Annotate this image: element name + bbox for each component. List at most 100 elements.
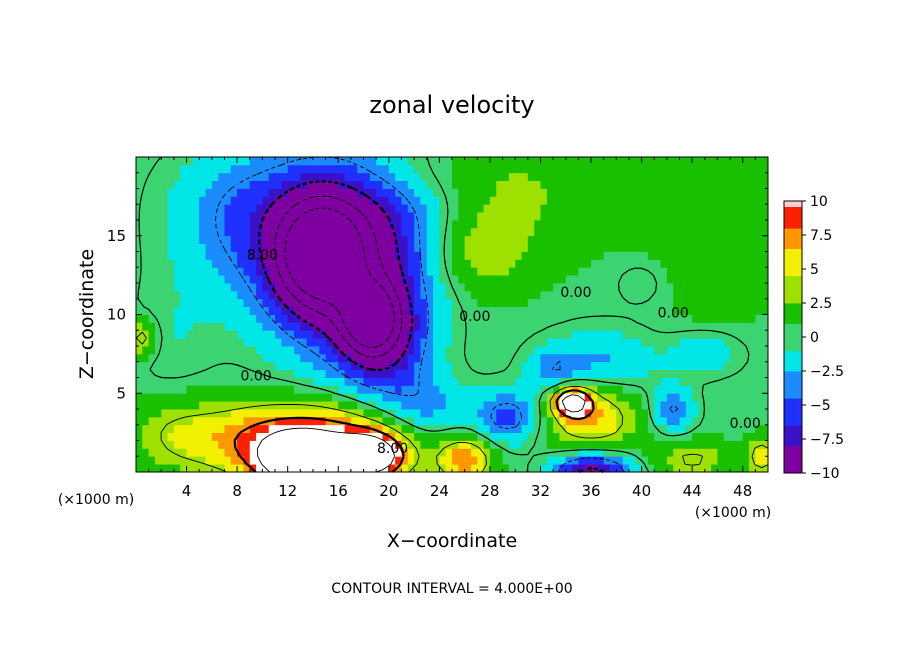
heat-cell <box>717 275 725 284</box>
heat-cell <box>154 377 162 386</box>
heat-cell <box>173 298 181 308</box>
heat-cell <box>344 204 352 213</box>
heat-cell <box>515 275 522 284</box>
heat-cell <box>711 212 718 221</box>
heat-cell <box>755 220 763 229</box>
heat-cell <box>205 330 213 339</box>
heat-cell <box>673 338 680 347</box>
heat-cell <box>331 220 339 229</box>
heat-cell <box>173 180 181 189</box>
heat-cell <box>224 164 232 174</box>
heat-cell <box>489 298 497 308</box>
heat-cell <box>331 259 339 268</box>
heat-cell <box>382 220 390 229</box>
heat-cell <box>527 393 535 402</box>
heat-cell <box>666 369 674 378</box>
heat-cell <box>325 275 333 284</box>
heat-cell <box>502 157 510 166</box>
heat-cell <box>647 204 655 213</box>
heat-cell <box>249 180 257 189</box>
heat-cell <box>660 432 668 441</box>
heat-cell <box>584 212 592 221</box>
heat-cell <box>736 196 744 205</box>
heat-cell <box>717 259 725 268</box>
heat-cell <box>445 464 453 473</box>
heat-cell <box>515 188 522 197</box>
heat-cell <box>445 204 453 213</box>
heat-cell <box>704 393 712 402</box>
heat-cell <box>350 338 358 347</box>
heat-cell <box>470 377 478 386</box>
heat-cell <box>597 196 605 205</box>
heat-cell <box>508 283 516 292</box>
heat-cell <box>622 338 630 347</box>
heat-cell <box>477 346 484 355</box>
heat-cell <box>344 306 352 315</box>
colorbar-swatch <box>784 316 802 324</box>
heat-cell <box>565 306 573 315</box>
heat-cell <box>527 243 535 252</box>
heat-cell <box>414 385 421 394</box>
heat-cell <box>357 164 364 174</box>
heat-cell <box>755 251 763 260</box>
heat-cell <box>527 424 535 434</box>
heat-cell <box>704 456 712 465</box>
heat-cell <box>698 251 706 260</box>
heat-cell <box>508 432 516 441</box>
heat-cell <box>597 275 605 284</box>
heat-cell <box>136 251 143 260</box>
heat-cell <box>192 283 200 292</box>
heat-cell <box>483 180 491 189</box>
heat-cell <box>376 212 383 221</box>
heat-cell <box>388 409 396 418</box>
heat-cell <box>458 322 466 331</box>
heat-cell <box>306 298 314 308</box>
heat-cell <box>584 432 592 441</box>
heat-cell <box>679 227 687 237</box>
heat-cell <box>401 424 409 434</box>
heat-cell <box>591 306 598 315</box>
heat-cell <box>211 377 219 386</box>
heat-cell <box>180 306 187 315</box>
heat-cell <box>154 306 162 315</box>
heat-cell <box>502 416 510 426</box>
heat-cell <box>647 338 655 347</box>
heat-cell <box>306 220 314 229</box>
heat-cell <box>230 164 238 174</box>
heat-cell <box>540 377 548 386</box>
heat-cell <box>262 164 270 174</box>
heat-cell <box>211 456 219 465</box>
heat-cell <box>414 361 421 371</box>
heat-cell <box>464 227 472 237</box>
heat-cell <box>218 314 225 323</box>
heat-cell <box>350 456 358 465</box>
heat-cell <box>199 409 206 418</box>
heat-cell <box>521 267 529 276</box>
heat-cell <box>294 235 301 245</box>
heat-cell <box>692 338 699 347</box>
heat-cell <box>445 361 453 371</box>
heat-cell <box>578 164 586 174</box>
heat-cell <box>527 172 535 182</box>
heat-cell <box>483 188 491 197</box>
heat-cell <box>464 220 472 229</box>
heat-cell <box>559 283 567 292</box>
heat-cell <box>338 172 345 182</box>
heat-cell <box>344 330 352 339</box>
heat-cell <box>243 204 251 213</box>
heat-cell <box>350 330 358 339</box>
heat-cell <box>388 393 396 402</box>
heat-cell <box>407 338 415 347</box>
heat-cell <box>698 212 706 221</box>
heat-cell <box>477 361 484 371</box>
heat-cell <box>142 440 150 449</box>
heat-cell <box>180 180 187 189</box>
contour-line <box>258 180 604 473</box>
heat-cell <box>685 275 693 284</box>
heat-cell <box>508 369 516 378</box>
heat-cell <box>243 235 251 245</box>
heat-cell <box>489 322 497 331</box>
heat-cell <box>325 353 333 363</box>
heat-cell <box>388 204 396 213</box>
heat-cell <box>306 416 314 426</box>
